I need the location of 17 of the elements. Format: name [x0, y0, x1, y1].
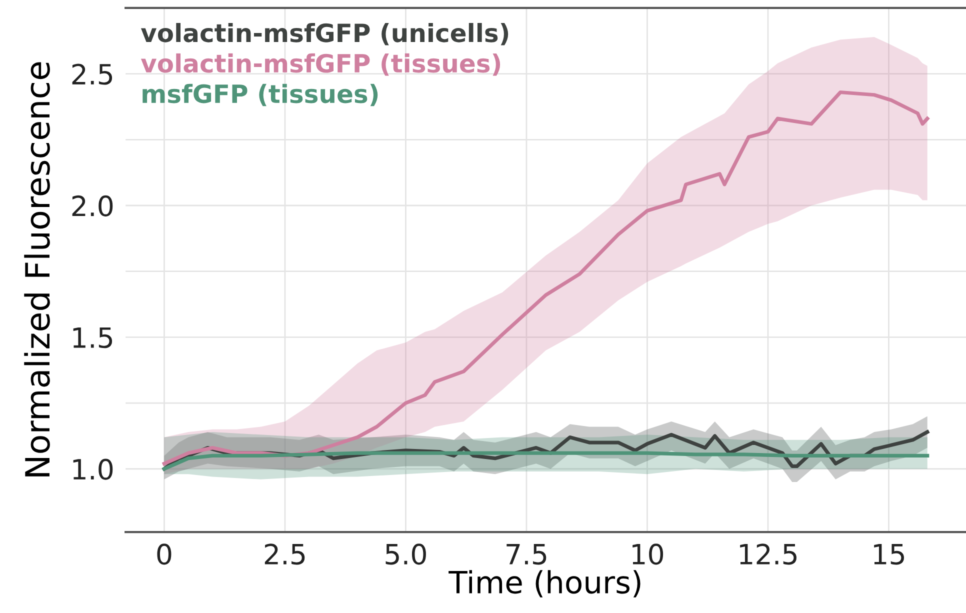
x-tick-label: 7.5 — [506, 544, 546, 565]
y-tick-label: 1.5 — [73, 327, 112, 348]
text: volactin-msfGFP (unicells) — [140, 22, 508, 46]
text: volactin-msfGFP (tissues) — [140, 53, 500, 76]
x-tick-label: 12.5 — [740, 544, 796, 565]
text: msfGFP (tissues) — [142, 84, 378, 106]
y-tick-label: 1.0 — [73, 458, 113, 480]
y-axis-title: Normalized Fluorescence — [24, 62, 50, 476]
x-axis-title: Time (hours) — [448, 570, 640, 598]
line-series — [162, 451, 930, 471]
x-tick-label: 0 — [157, 544, 172, 565]
x-tick-label: 2.5 — [264, 544, 305, 565]
x-tick-label: 15 — [874, 544, 904, 565]
y-tick-label: 2.5 — [72, 64, 112, 85]
x-tick-label: 10 — [632, 544, 664, 565]
y-tick-label: 2.0 — [72, 195, 113, 216]
x-tick-label: 5.0 — [386, 544, 426, 565]
